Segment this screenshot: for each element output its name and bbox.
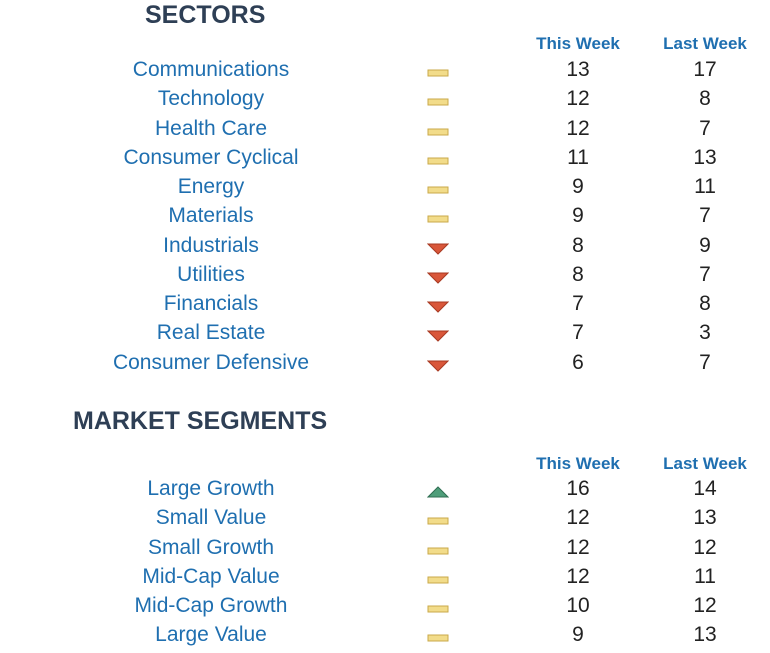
last-week-value: 7 xyxy=(699,350,711,374)
row-name: Real Estate xyxy=(156,321,266,345)
down-triangle-icon xyxy=(427,243,449,255)
flat-bar-icon xyxy=(427,69,449,77)
sectors-title: SECTORS xyxy=(145,1,266,29)
last-week-value: 14 xyxy=(693,477,717,500)
last-week-value: 3 xyxy=(699,321,711,345)
flat-bar-icon xyxy=(427,517,449,525)
down-triangle-icon xyxy=(427,360,449,372)
table-row: Small Growth 12 12 xyxy=(0,535,770,564)
flat-bar-icon xyxy=(427,186,449,194)
this-week-value: 12 xyxy=(566,535,590,559)
down-triangle-icon xyxy=(427,301,449,313)
this-week-value: 9 xyxy=(572,623,584,647)
table-row: Communications 13 17 xyxy=(0,57,770,86)
table-row: Utilities 8 7 xyxy=(0,262,770,291)
row-name: Consumer Cyclical xyxy=(123,145,299,169)
this-week-value: 12 xyxy=(566,506,590,530)
flat-bar-icon xyxy=(427,576,449,584)
last-week-value: 13 xyxy=(693,145,717,169)
table-row: Large Value 9 13 xyxy=(0,622,770,651)
this-week-value: 11 xyxy=(567,145,589,169)
sectors-last-week-header: Last Week xyxy=(663,34,747,53)
last-week-value: 8 xyxy=(699,87,711,111)
segments-this-week-header: This Week xyxy=(536,454,620,473)
last-week-value: 11 xyxy=(694,175,716,198)
this-week-value: 10 xyxy=(566,594,590,617)
this-week-value: 7 xyxy=(572,292,584,315)
market-segments-title: MARKET SEGMENTS xyxy=(73,407,328,435)
row-name: Energy xyxy=(177,175,245,198)
this-week-value: 12 xyxy=(566,116,590,140)
table-row: Health Care 12 7 xyxy=(0,116,770,145)
last-week-value: 7 xyxy=(699,116,711,140)
this-week-value: 6 xyxy=(572,350,584,374)
row-name: Large Value xyxy=(155,623,267,647)
last-week-value: 13 xyxy=(693,623,717,647)
row-name: Mid-Cap Value xyxy=(142,564,280,588)
segments-last-week-header: Last Week xyxy=(663,454,747,473)
row-name: Industrials xyxy=(163,233,259,257)
sectors-this-week-header: This Week xyxy=(536,34,620,53)
row-name: Small Growth xyxy=(147,535,275,559)
this-week-value: 9 xyxy=(572,175,584,198)
this-week-value: 16 xyxy=(566,477,590,500)
last-week-value: 13 xyxy=(693,506,717,530)
down-triangle-icon xyxy=(427,330,449,342)
table-row: Consumer Defensive 6 7 xyxy=(0,350,770,379)
flat-bar-icon xyxy=(427,215,449,223)
last-week-value: 11 xyxy=(694,564,716,588)
flat-bar-icon xyxy=(427,634,449,642)
flat-bar-icon xyxy=(427,98,449,106)
row-name: Consumer Defensive xyxy=(112,350,310,374)
last-week-value: 17 xyxy=(693,58,717,81)
row-name: Materials xyxy=(168,204,254,228)
row-name: Mid-Cap Growth xyxy=(134,594,288,617)
table-row: Large Growth 16 14 xyxy=(0,476,770,505)
this-week-value: 12 xyxy=(566,564,590,588)
row-name: Utilities xyxy=(177,262,245,286)
last-week-value: 12 xyxy=(693,535,717,559)
table-row: Technology 12 8 xyxy=(0,86,770,115)
this-week-value: 8 xyxy=(572,262,584,286)
this-week-value: 7 xyxy=(572,321,584,345)
table-row: Energy 9 11 xyxy=(0,174,770,203)
this-week-value: 12 xyxy=(566,87,590,111)
last-week-value: 8 xyxy=(699,292,711,315)
last-week-value: 9 xyxy=(699,233,711,257)
market-segments-table: Large Growth 16 14 Small Value 12 13 Small Gro… xyxy=(0,476,770,652)
row-name: Small Value xyxy=(155,506,267,530)
row-name: Communications xyxy=(132,58,290,81)
last-week-value: 7 xyxy=(699,262,711,286)
table-row: Financials 7 8 xyxy=(0,291,770,320)
flat-bar-icon xyxy=(427,157,449,165)
flat-bar-icon xyxy=(427,605,449,613)
last-week-value: 12 xyxy=(693,594,717,617)
row-name: Technology xyxy=(157,87,265,111)
row-name: Large Growth xyxy=(147,477,275,500)
table-row: Small Value 12 13 xyxy=(0,505,770,534)
this-week-value: 8 xyxy=(572,233,584,257)
table-row: Consumer Cyclical 11 13 xyxy=(0,145,770,174)
table-row: Industrials 8 9 xyxy=(0,233,770,262)
table-row: Real Estate 7 3 xyxy=(0,320,770,349)
this-week-value: 9 xyxy=(572,204,584,228)
sectors-table: Communications 13 17 Technology 12 8 Health Ca… xyxy=(0,57,770,379)
row-name: Financials xyxy=(163,292,259,315)
this-week-value: 13 xyxy=(566,58,590,81)
row-name: Health Care xyxy=(154,116,268,140)
down-triangle-icon xyxy=(427,272,449,284)
flat-bar-icon xyxy=(427,547,449,554)
table-row: Mid-Cap Growth 10 12 xyxy=(0,593,770,622)
table-row: Mid-Cap Value 12 11 xyxy=(0,564,770,593)
up-triangle-icon xyxy=(427,486,449,498)
flat-bar-icon xyxy=(427,128,449,135)
table-row: Materials 9 7 xyxy=(0,203,770,232)
last-week-value: 7 xyxy=(699,204,711,228)
